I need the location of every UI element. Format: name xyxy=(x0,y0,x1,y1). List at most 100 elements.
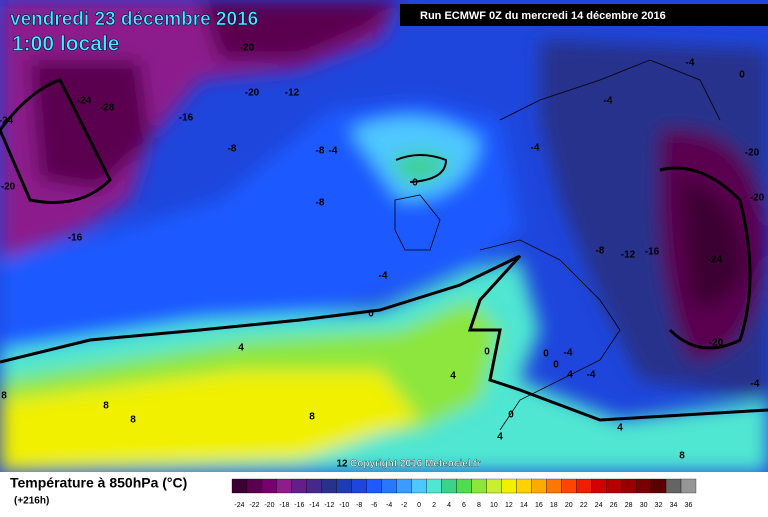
legend-label: 36 xyxy=(685,502,693,509)
legend-label: -10 xyxy=(339,502,349,509)
contour-label: 8 xyxy=(130,415,136,426)
legend-label: -6 xyxy=(371,502,377,509)
copyright: Copyright 2016 Meteociel.fr xyxy=(350,459,481,470)
contour-label: -4 xyxy=(564,348,573,359)
legend-label: 2 xyxy=(432,502,436,509)
legend-swatch xyxy=(680,478,697,494)
contour-label: 4 xyxy=(617,423,623,434)
contour-label: -20 xyxy=(745,148,760,159)
legend-lead: (+216h) xyxy=(14,496,49,507)
legend-label: -20 xyxy=(264,502,274,509)
legend-swatch xyxy=(336,478,352,494)
contour-label: 4 xyxy=(497,432,503,443)
legend-label: 10 xyxy=(490,502,498,509)
contour-label: -28 xyxy=(100,103,115,114)
legend-swatch xyxy=(501,478,517,494)
contour-labels: -20-20 -12-24-28-24 -16-8 -8 -4-20-16-80-404… xyxy=(0,43,765,470)
legend-label: 6 xyxy=(462,502,466,509)
legend-label: 30 xyxy=(640,502,648,509)
legend-swatch xyxy=(411,478,427,494)
contour-label: -4 xyxy=(604,96,613,107)
legend-label: 32 xyxy=(655,502,663,509)
contour-label: -4 xyxy=(686,58,695,69)
run-info: Run ECMWF 0Z du mercredi 14 décembre 201… xyxy=(420,10,666,22)
contour-label: 8 xyxy=(103,401,109,412)
legend-label: 20 xyxy=(565,502,573,509)
legend-label: 16 xyxy=(535,502,543,509)
legend-swatch xyxy=(576,478,592,494)
legend-swatch xyxy=(471,478,487,494)
contour-label: -16 xyxy=(68,233,83,244)
legend-swatch xyxy=(591,478,607,494)
legend-label: 4 xyxy=(447,502,451,509)
contour-label: 0 xyxy=(508,410,514,421)
contour-label: -20 xyxy=(245,88,260,99)
contour-label: -20 xyxy=(709,338,724,349)
legend-label: 8 xyxy=(477,502,481,509)
legend-title: Température à 850hPa (°C) xyxy=(10,475,187,491)
contour-label: -8 xyxy=(316,198,325,209)
contour-label: 8 xyxy=(1,391,7,402)
legend-swatch xyxy=(531,478,547,494)
legend-swatch xyxy=(665,478,682,494)
contour-label: 4 xyxy=(567,370,573,381)
contour-label: -24 xyxy=(77,96,92,107)
contour-label: 0 xyxy=(484,347,490,358)
legend-swatch xyxy=(291,478,307,494)
contour-label: -20 xyxy=(1,182,16,193)
legend-swatch xyxy=(516,478,532,494)
map-subtitle: 1:00 locale xyxy=(12,33,119,56)
legend-label: -24 xyxy=(234,502,244,509)
legend-label: -16 xyxy=(294,502,304,509)
contour-label: 8 xyxy=(309,412,315,423)
map-title: vendredi 23 décembre 2016 xyxy=(10,9,258,30)
contour-label: -24 xyxy=(0,116,14,127)
legend-swatch xyxy=(351,478,367,494)
legend-swatch xyxy=(276,478,293,494)
contour-label: -24 xyxy=(708,255,723,266)
legend-swatch xyxy=(456,478,472,494)
contour-label: -4 xyxy=(751,379,760,390)
legend-swatch xyxy=(606,478,622,494)
legend-label: -4 xyxy=(386,502,392,509)
legend-swatch xyxy=(306,478,322,494)
legend-label: 18 xyxy=(550,502,558,509)
contour-label: 0 xyxy=(553,360,559,371)
legend-label: -8 xyxy=(356,502,362,509)
contour-label: 4 xyxy=(450,371,456,382)
legend-swatch xyxy=(396,478,412,494)
contour-label: -16 xyxy=(179,113,194,124)
contour-label: 0 xyxy=(412,178,418,189)
legend-swatch xyxy=(546,478,562,494)
contour-label: -4 xyxy=(329,146,338,157)
contour-label: -4 xyxy=(531,143,540,154)
legend-label: 34 xyxy=(670,502,678,509)
legend-swatch xyxy=(621,478,637,494)
legend-swatch xyxy=(650,478,667,494)
legend-swatch xyxy=(441,478,457,494)
legend-swatch xyxy=(486,478,502,494)
legend-label: 28 xyxy=(625,502,633,509)
contour-label: -4 xyxy=(587,370,596,381)
contour-label: -20 xyxy=(240,43,255,54)
contour-label: -12 xyxy=(285,88,300,99)
legend-label: 22 xyxy=(580,502,588,509)
contour-label: -8 xyxy=(228,144,237,155)
legend-swatch xyxy=(261,478,278,494)
contour-label: -16 xyxy=(645,247,660,258)
legend-label: -14 xyxy=(309,502,319,509)
legend-label: 0 xyxy=(417,502,421,509)
legend-swatch xyxy=(381,478,397,494)
legend-swatch xyxy=(321,478,337,494)
contour-label: -8 xyxy=(316,146,325,157)
legend-label: -12 xyxy=(324,502,334,509)
contour-label: 4 xyxy=(238,343,244,354)
map-field xyxy=(0,0,768,472)
legend-swatch xyxy=(561,478,577,494)
legend-label: -2 xyxy=(401,502,407,509)
legend-label: 12 xyxy=(505,502,513,509)
legend-label: -22 xyxy=(249,502,259,509)
run-banner xyxy=(400,4,768,26)
contour-label: 8 xyxy=(679,451,685,462)
